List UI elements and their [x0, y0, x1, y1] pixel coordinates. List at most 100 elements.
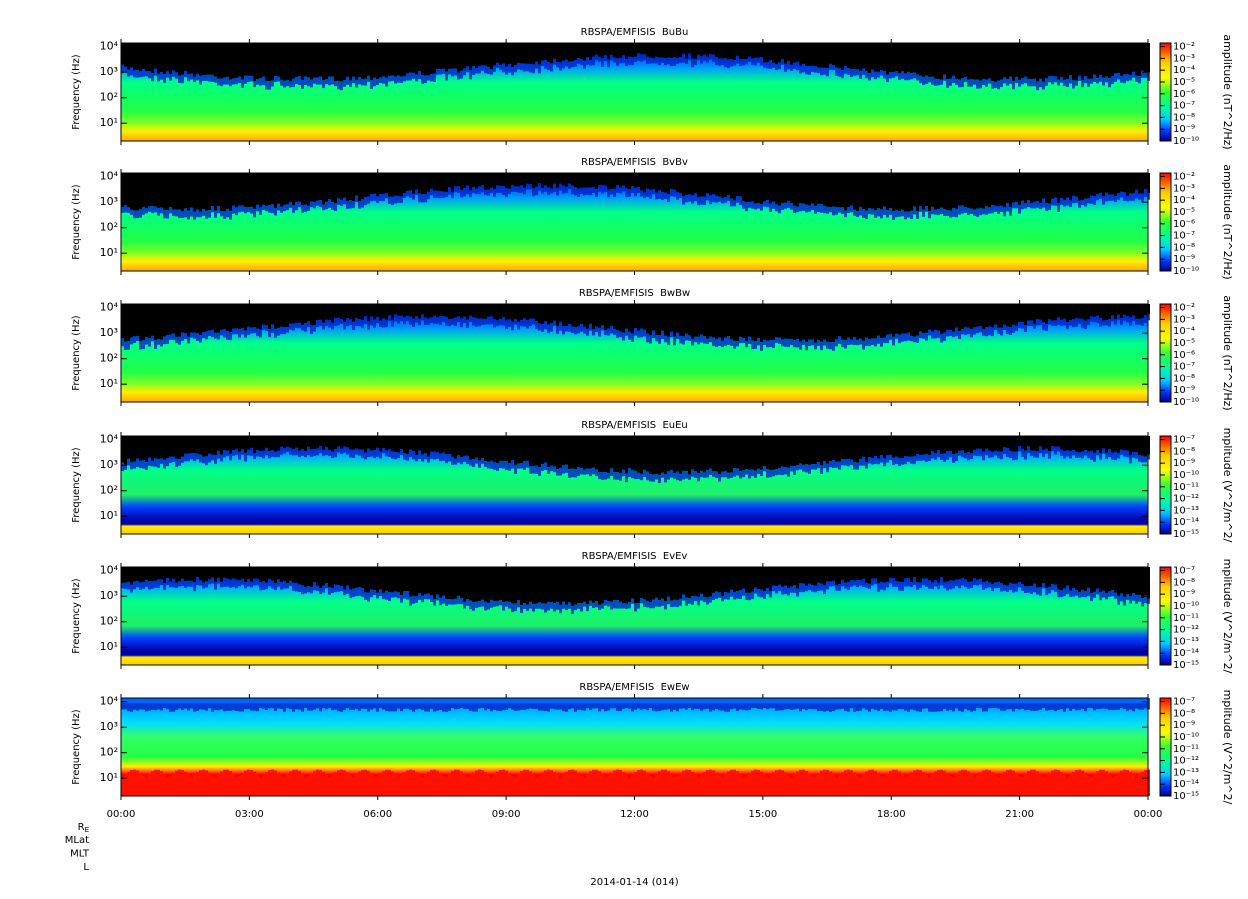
spectrogram-column	[580, 468, 583, 475]
spectrogram-column	[634, 771, 637, 796]
spectrogram-column	[1030, 43, 1033, 80]
spectrogram-column	[430, 698, 433, 703]
spectrogram-column	[583, 173, 586, 188]
spectrogram-column	[832, 206, 835, 216]
spectrogram-column	[889, 436, 892, 455]
spectrogram-column	[820, 341, 823, 351]
spectrogram-column	[1018, 304, 1021, 322]
spectrogram-column	[1141, 43, 1144, 71]
spectrogram-column	[139, 582, 142, 590]
spectrogram-column	[1054, 43, 1057, 77]
spectrogram-column	[817, 43, 820, 68]
spectrogram-column	[598, 436, 601, 472]
spectrogram-column	[541, 173, 544, 188]
spectrogram-column	[727, 336, 730, 345]
spectrogram-column	[274, 583, 277, 591]
spectrogram-column	[244, 304, 247, 331]
spectrogram-column	[598, 173, 601, 186]
spectrogram-column	[151, 304, 154, 336]
spectrogram-column	[742, 702, 745, 710]
spectrogram-column	[907, 211, 910, 218]
spectrogram-column	[583, 777, 586, 796]
spectrogram-column	[760, 436, 763, 470]
spectrogram-column	[628, 468, 631, 478]
spectrogram-column	[256, 304, 259, 329]
spectrogram-column	[763, 774, 766, 796]
spectrogram-column	[298, 76, 301, 85]
spectrogram-column	[121, 304, 124, 339]
spectrogram-column	[634, 603, 637, 612]
spectrogram-column	[697, 778, 700, 796]
spectrogram-column	[973, 777, 976, 796]
spectrogram-column	[991, 584, 994, 592]
spectrogram-column	[751, 173, 754, 202]
spectrogram-column	[157, 579, 160, 589]
spectrogram-column	[1141, 304, 1144, 319]
spectrogram-column	[550, 304, 553, 324]
spectrogram-column	[628, 173, 631, 190]
spectrogram-column	[139, 209, 142, 218]
spectrogram-column	[319, 43, 322, 77]
spectrogram-column	[712, 770, 715, 796]
spectrogram-column	[814, 173, 817, 206]
spectrogram-column	[622, 332, 625, 341]
spectrogram-column	[778, 43, 781, 63]
spectrogram-column	[493, 698, 496, 703]
spectrogram-column	[712, 304, 715, 338]
spectrogram-column	[559, 436, 562, 468]
spectrogram-column	[958, 579, 961, 589]
spectrogram-column	[1096, 193, 1099, 201]
spectrogram-column	[598, 604, 601, 610]
spectrogram-column	[1129, 698, 1132, 703]
spectrogram-column	[121, 43, 124, 65]
spectrogram-column	[427, 191, 430, 200]
spectrogram-column	[289, 304, 292, 324]
spectrogram-column	[259, 582, 262, 591]
spectrogram-column	[1120, 43, 1123, 76]
spectrogram-column	[190, 332, 193, 338]
spectrogram-column	[457, 769, 460, 796]
spectrogram-column	[628, 601, 631, 609]
spectrogram-column	[1075, 702, 1078, 711]
spectrogram-column	[286, 80, 289, 87]
spectrogram-column	[679, 598, 682, 606]
spectrogram-column	[976, 436, 979, 449]
spectrogram-column	[1066, 304, 1069, 323]
colorbar-label: amplitude (nT^2/Hz)	[1221, 295, 1234, 410]
spectrogram-column	[910, 73, 913, 80]
spectrogram-column	[1138, 455, 1141, 462]
spectrogram-column	[802, 436, 805, 465]
spectrogram-column	[451, 698, 454, 703]
spectrogram-column	[256, 578, 259, 586]
spectrogram-column	[355, 43, 358, 81]
spectrogram-column	[892, 457, 895, 465]
spectrogram-column	[433, 43, 436, 74]
spectrogram-column	[787, 775, 790, 796]
spectrogram-column	[238, 451, 241, 460]
spectrogram-column	[643, 304, 646, 330]
spectrogram-column	[532, 567, 535, 605]
spectrogram-column	[607, 601, 610, 607]
spectrogram-column	[355, 195, 358, 203]
spectrogram-column	[937, 436, 940, 451]
spectrogram-column	[400, 196, 403, 203]
spectrogram-column	[259, 436, 262, 452]
spectrogram-column	[643, 54, 646, 61]
spectrogram-column	[694, 595, 697, 602]
spectrogram-column	[634, 328, 637, 336]
spectrogram-column	[787, 60, 790, 70]
spectrogram-column	[901, 333, 904, 342]
spectrogram-column	[358, 567, 361, 588]
spectrogram-column	[793, 698, 796, 703]
spectrogram-column	[382, 702, 385, 710]
spectrogram-column	[835, 173, 838, 207]
spectrogram-column	[442, 173, 445, 192]
spectrogram-column	[586, 187, 589, 195]
spectrogram-column	[916, 74, 919, 81]
spectrogram-column	[466, 185, 469, 195]
spectrogram-column	[1096, 698, 1099, 703]
spectrogram-column	[574, 43, 577, 60]
spectrogram-column	[934, 436, 937, 453]
spectrogram-column	[373, 193, 376, 201]
spectrogram-column	[277, 304, 280, 328]
